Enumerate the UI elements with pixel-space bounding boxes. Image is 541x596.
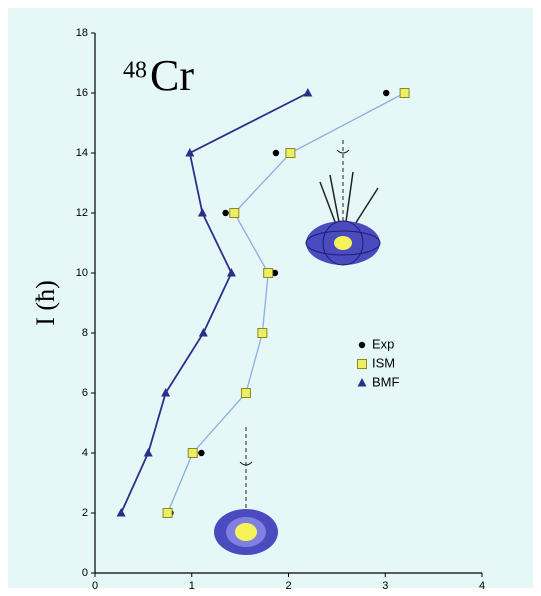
data-point (286, 149, 295, 158)
legend-label: BMF (372, 374, 400, 389)
data-point (241, 389, 250, 398)
x-tick-label: 4 (479, 580, 485, 592)
data-point (188, 449, 197, 458)
data-point (400, 89, 409, 98)
y-tick-label: 18 (76, 27, 88, 39)
data-point (230, 209, 239, 218)
data-point (222, 210, 228, 216)
y-tick-label: 10 (76, 267, 88, 279)
chart: 48 Cr I (ħ) 02468101214161801234ExpISMBM… (0, 0, 541, 596)
x-tick-label: 2 (285, 580, 291, 592)
data-point (198, 450, 204, 456)
data-point (258, 329, 267, 338)
data-point (273, 150, 279, 156)
x-tick-label: 0 (92, 580, 98, 592)
data-point (264, 269, 273, 278)
chart-title: Cr (150, 51, 194, 100)
data-point (163, 509, 172, 518)
y-tick-label: 8 (82, 327, 88, 339)
y-axis-label: I (ħ) (31, 280, 60, 325)
legend-label: ISM (372, 355, 395, 370)
y-tick-label: 6 (82, 387, 88, 399)
y-tick-label: 14 (76, 147, 88, 159)
y-tick-label: 16 (76, 87, 88, 99)
legend-marker (359, 342, 365, 348)
x-tick-label: 3 (382, 580, 388, 592)
title-prefix: 48 (123, 58, 147, 84)
y-tick-label: 12 (76, 207, 88, 219)
data-point (383, 90, 389, 96)
x-tick-label: 1 (189, 580, 195, 592)
y-tick-label: 0 (82, 567, 88, 579)
y-tick-label: 2 (82, 507, 88, 519)
legend-marker (358, 360, 367, 369)
y-tick-label: 4 (82, 447, 88, 459)
legend-label: Exp (372, 336, 394, 351)
